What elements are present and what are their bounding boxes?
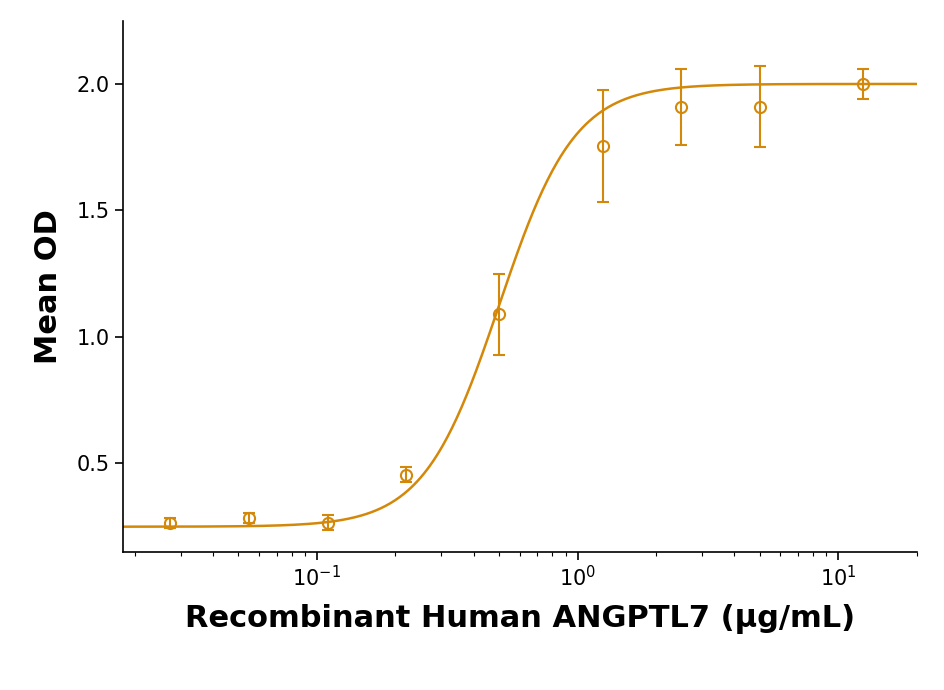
X-axis label: Recombinant Human ANGPTL7 (μg/mL): Recombinant Human ANGPTL7 (μg/mL) [184,604,854,634]
Y-axis label: Mean OD: Mean OD [34,209,62,364]
